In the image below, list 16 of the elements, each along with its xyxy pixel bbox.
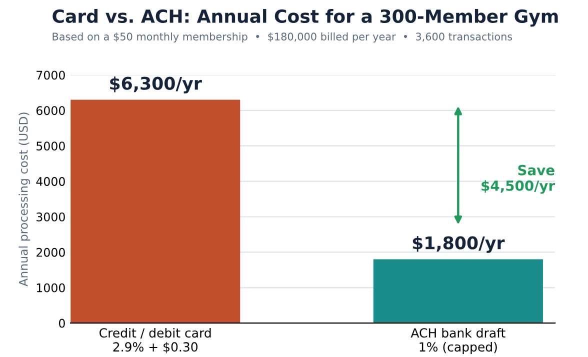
y-tick-label: 7000	[36, 70, 65, 80]
y-tick-label: 5000	[36, 142, 65, 151]
y-tick-label: 6000	[36, 106, 65, 116]
y-tick-label: 1000	[36, 283, 65, 292]
y-axis-title: Annual processing cost (USD)	[18, 112, 30, 286]
y-tick-label: 3000	[36, 212, 65, 222]
chart-title: Card vs. ACH: Annual Cost for a 300-Member Gym	[52, 9, 558, 27]
y-tick-label: 2000	[36, 248, 65, 257]
y-tick-label: 0	[58, 318, 65, 328]
annotation: Save $4,500/yr	[482, 164, 556, 194]
chart-subtitle: Based on a $50 monthly membership • $180,000 billed per year • 3,600 transactions	[52, 32, 512, 43]
x-tick-label: ACH bank draft 1% (capped)	[410, 328, 506, 354]
x-tick-label: Credit / debit card 2.9% + $0.30	[100, 328, 211, 354]
y-tick-label: 4000	[36, 177, 65, 186]
data-label: $6,300/yr	[110, 76, 202, 94]
data-label: $1,800/yr	[412, 236, 505, 253]
